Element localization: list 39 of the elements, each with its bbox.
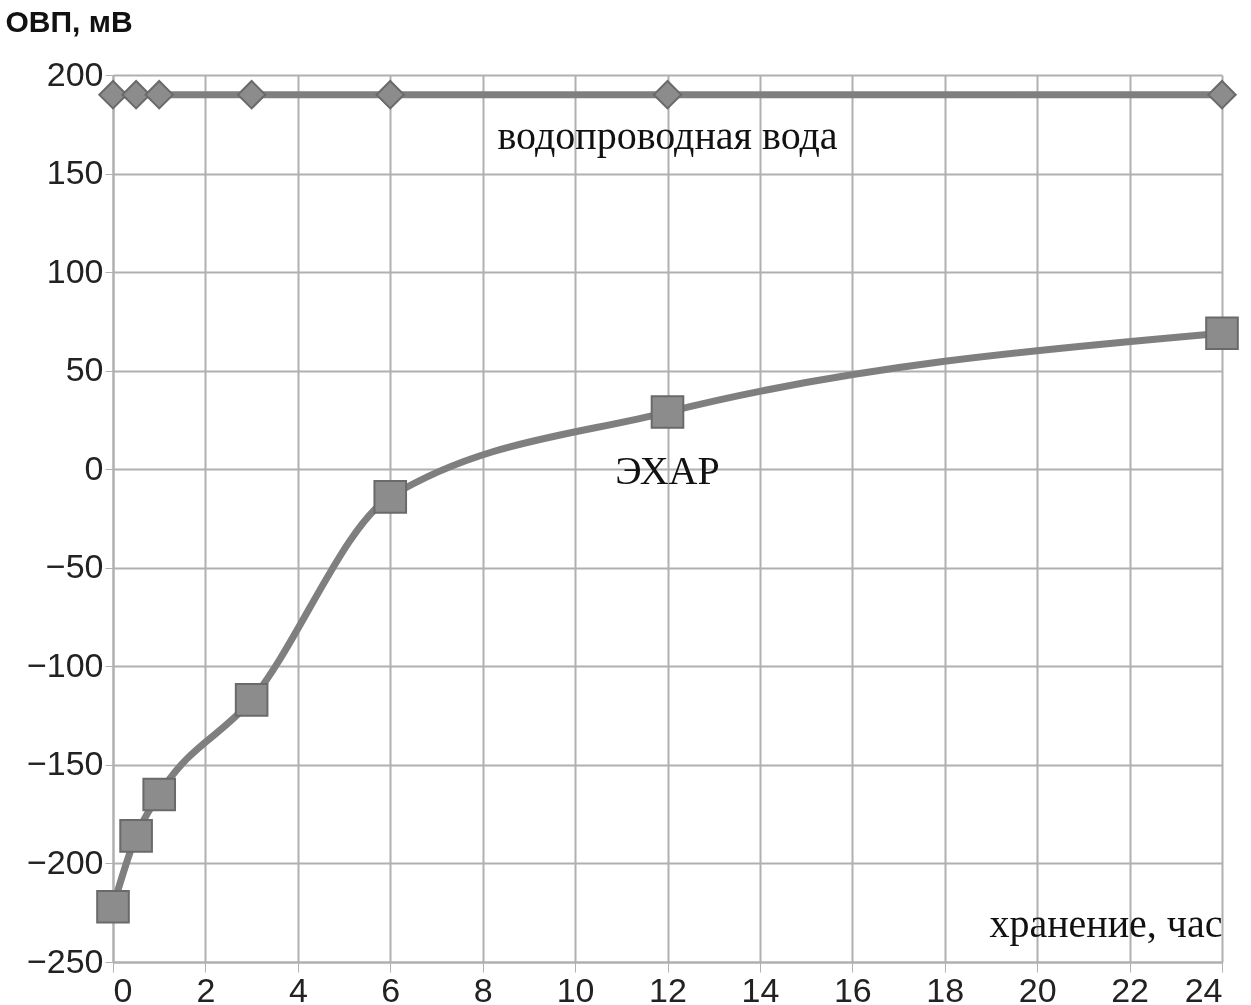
point xyxy=(236,80,267,110)
x-tick-label: 22 xyxy=(1111,970,1149,1005)
x-tick-label: 12 xyxy=(649,970,687,1005)
y-tick-label: −150 xyxy=(26,744,104,783)
y-axis-title: ОВП, мВ xyxy=(5,4,133,38)
point xyxy=(652,80,683,110)
point xyxy=(119,819,153,853)
series-label: ЭХАР xyxy=(615,448,720,494)
series-label: водопроводная вода xyxy=(497,112,838,158)
x-tick-label: 4 xyxy=(288,970,308,1005)
point xyxy=(144,80,174,110)
x-tick-label: 18 xyxy=(926,970,965,1005)
y-tick-label: 0 xyxy=(84,448,104,487)
x-tick-label: 14 xyxy=(741,970,780,1005)
point xyxy=(234,683,269,717)
x-tick-label: 6 xyxy=(381,970,401,1005)
x-axis-title: хранение, час xyxy=(989,900,1223,946)
x-tick-label: 2 xyxy=(196,970,216,1005)
point xyxy=(96,890,130,924)
point xyxy=(650,395,685,429)
point xyxy=(1207,80,1237,110)
x-tick-label: 24 xyxy=(1184,970,1223,1005)
y-tick-label: 100 xyxy=(46,251,104,290)
point xyxy=(375,80,405,110)
point xyxy=(1205,316,1239,351)
x-tick-label: 0 xyxy=(113,970,133,1005)
x-tick-label: 16 xyxy=(833,970,872,1005)
x-tick-label: 20 xyxy=(1018,970,1057,1005)
y-tick-label: 50 xyxy=(65,350,104,389)
point xyxy=(373,480,408,514)
x-tick-label: 8 xyxy=(473,970,493,1005)
x-tick-label: 10 xyxy=(556,970,595,1005)
y-tick-label: 200 xyxy=(46,54,104,93)
y-tick-label: 150 xyxy=(46,153,104,192)
y-tick-label: −100 xyxy=(26,645,104,684)
point xyxy=(142,777,177,812)
y-tick-label: −200 xyxy=(26,842,104,881)
y-tick-label: −250 xyxy=(26,941,104,980)
y-tick-label: −50 xyxy=(45,547,104,586)
